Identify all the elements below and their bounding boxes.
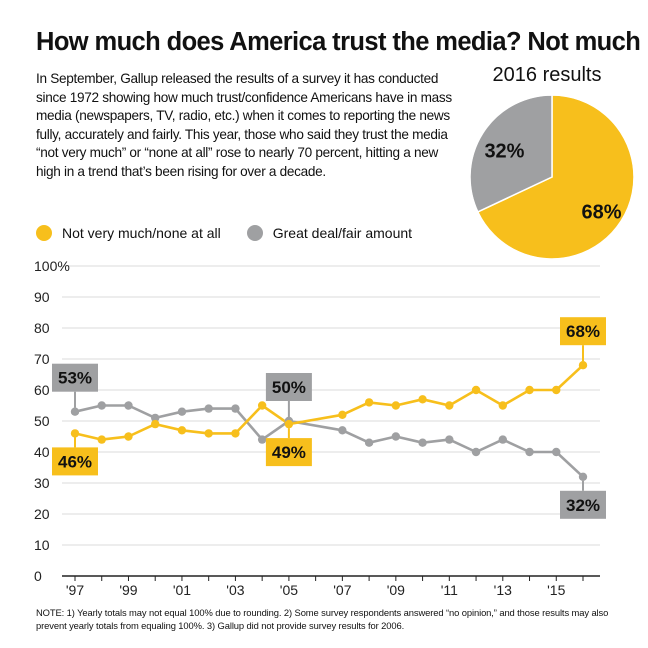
data-point-great-deal — [124, 401, 133, 410]
pie-chart: 68% 32% — [469, 94, 635, 260]
data-point-great-deal — [257, 435, 267, 444]
data-point-not-very-much — [124, 432, 133, 441]
callout-label: 53% — [58, 369, 92, 388]
x-tick-label: '99 — [119, 582, 137, 598]
data-point-not-very-much — [418, 395, 427, 404]
data-point-great-deal — [338, 426, 347, 435]
data-point-not-very-much — [552, 385, 561, 395]
legend-label: Great deal/fair amount — [272, 225, 413, 241]
data-point-great-deal — [418, 438, 427, 447]
y-tick-label: 60 — [34, 382, 50, 398]
data-point-not-very-much — [498, 401, 507, 410]
data-point-great-deal — [231, 404, 240, 413]
y-tick-label: 70 — [34, 351, 50, 367]
data-point-not-very-much — [231, 429, 240, 438]
data-point-great-deal — [471, 447, 481, 457]
data-point-not-very-much — [338, 410, 347, 419]
value-callout: 50% — [265, 373, 312, 417]
legend-label: Not very much/none at all — [62, 225, 221, 241]
y-tick-label: 30 — [34, 475, 50, 491]
legend: Not very much/none at all Great deal/fai… — [36, 222, 438, 244]
x-tick-label: '97 — [66, 582, 84, 598]
pie-outline — [469, 94, 635, 260]
footnote: NOTE: 1) Yearly totals may not equal 100… — [36, 607, 609, 631]
pie-slice-label: 68% — [582, 201, 622, 223]
y-tick-label: 20 — [34, 506, 50, 522]
data-point-not-very-much — [391, 401, 401, 410]
data-point-great-deal — [445, 435, 454, 444]
y-tick-label: 10 — [34, 537, 50, 553]
y-tick-label: 0 — [34, 568, 42, 584]
value-callout: 53% — [52, 363, 98, 408]
x-tick-label: '03 — [226, 582, 244, 598]
callout-label: 49% — [272, 443, 306, 462]
data-point-great-deal — [364, 438, 374, 447]
data-point-great-deal — [151, 413, 160, 423]
data-point-not-very-much — [445, 401, 454, 410]
legend-item-great-deal: Great deal/fair amount — [246, 225, 413, 241]
callout-label: 68% — [566, 322, 600, 341]
y-tick-label: 40 — [34, 444, 50, 460]
value-callout: 68% — [560, 317, 606, 362]
y-tick-label: 100% — [34, 258, 70, 274]
chart-title: How much does America trust the media? N… — [36, 28, 641, 56]
data-point-great-deal — [70, 407, 80, 416]
data-point-not-very-much — [578, 361, 588, 370]
pie-title: 2016 results — [492, 64, 602, 86]
callout-box — [560, 317, 606, 346]
callout-box — [52, 447, 98, 476]
callout-box — [560, 490, 606, 519]
x-tick-label: '01 — [173, 582, 191, 598]
x-tick-label: '11 — [441, 582, 458, 598]
legend-swatch-yellow — [36, 225, 52, 241]
data-point-great-deal — [552, 447, 561, 457]
x-tick-label: '07 — [333, 582, 351, 598]
x-tick-label: '09 — [387, 582, 405, 598]
callout-label: 50% — [272, 378, 306, 397]
data-point-great-deal — [391, 432, 401, 441]
data-point-great-deal — [498, 435, 507, 444]
x-tick-label: '15 — [547, 582, 565, 598]
data-point-not-very-much — [70, 429, 80, 438]
callout-box — [265, 373, 312, 401]
data-point-great-deal — [177, 407, 187, 416]
y-tick-label: 80 — [34, 320, 50, 336]
value-callout: 49% — [265, 428, 312, 467]
callout-label: 32% — [566, 496, 600, 515]
legend-item-not-very-much: Not very much/none at all — [36, 225, 221, 241]
data-point-not-very-much — [525, 385, 534, 395]
data-point-great-deal — [578, 472, 588, 481]
callout-box — [265, 438, 312, 467]
line-chart: 0 10 20 30 40 50 60 70 80 90 100% '97 '99 '01 '03 '05 '0… — [34, 258, 606, 598]
x-tick-label: '05 — [280, 582, 298, 598]
data-point-great-deal — [525, 447, 534, 457]
data-point-not-very-much — [97, 435, 106, 444]
x-tick-label: '13 — [494, 582, 512, 598]
value-callout: 46% — [52, 437, 98, 476]
callout-label: 46% — [58, 452, 92, 471]
y-tick-label: 90 — [34, 289, 50, 305]
data-point-great-deal — [204, 404, 213, 413]
legend-swatch-gray — [246, 225, 263, 241]
data-point-not-very-much — [284, 419, 294, 429]
value-callout: 32% — [560, 480, 606, 519]
pie-slice-label: 32% — [484, 141, 524, 163]
data-point-not-very-much — [177, 426, 187, 435]
data-point-not-very-much — [257, 401, 267, 410]
y-tick-label: 50 — [34, 413, 50, 429]
data-point-not-very-much — [364, 398, 374, 407]
data-point-not-very-much — [151, 419, 160, 429]
data-point-great-deal — [97, 401, 106, 410]
callout-box — [52, 363, 98, 392]
data-point-not-very-much — [204, 429, 213, 438]
intro-paragraph: In September, Gallup released the result… — [36, 71, 452, 179]
data-point-not-very-much — [471, 385, 481, 395]
